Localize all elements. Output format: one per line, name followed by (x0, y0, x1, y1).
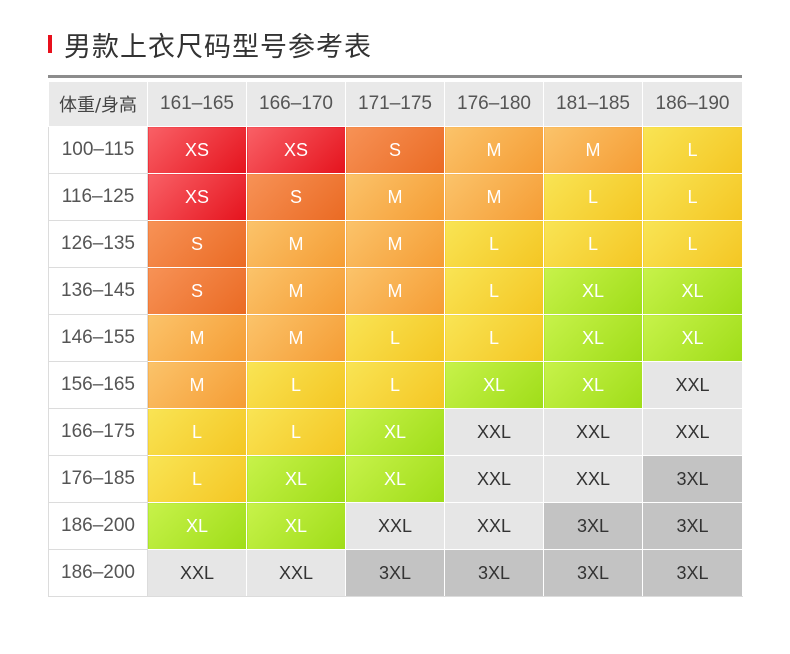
table-row: 126–135 S M M L L L (48, 220, 743, 268)
size-cell: XXL (444, 502, 544, 550)
weight-row-label: 186–200 (48, 502, 148, 550)
weight-row-label: 116–125 (48, 173, 148, 221)
height-column-header: 166–170 (246, 81, 346, 127)
table-row: 156–165 M L L XL XL XXL (48, 361, 743, 409)
size-cell: L (444, 220, 544, 268)
height-column-header: 181–185 (543, 81, 643, 127)
size-cell: 3XL (642, 502, 743, 550)
size-cell: M (246, 220, 346, 268)
weight-row-label: 100–115 (48, 126, 148, 174)
title-block: 男款上衣尺码型号参考表 (48, 24, 372, 64)
size-cell: S (147, 220, 247, 268)
size-cell: L (444, 267, 544, 315)
size-cell: 3XL (543, 502, 643, 550)
size-cell: 3XL (543, 549, 643, 597)
size-cell: S (147, 267, 247, 315)
table-row: 136–145 S M M L XL XL (48, 267, 743, 315)
weight-row-label: 146–155 (48, 314, 148, 362)
size-cell: L (543, 173, 643, 221)
size-cell: XL (543, 267, 643, 315)
size-cell: XXL (444, 455, 544, 503)
table-row: 176–185 L XL XL XXL XXL 3XL (48, 455, 743, 503)
size-chart-table: 体重/身高 161–165 166–170 171–175 176–180 181–185… (48, 81, 743, 597)
height-column-header: 171–175 (345, 81, 445, 127)
table-row: 186–200 XL XL XXL XXL 3XL 3XL (48, 502, 743, 550)
size-cell: M (345, 173, 445, 221)
size-cell: L (642, 126, 743, 174)
size-cell: M (147, 361, 247, 409)
table-row: 100–115 XS XS S M M L (48, 126, 743, 174)
size-cell: XXL (147, 549, 247, 597)
height-column-header: 161–165 (147, 81, 247, 127)
size-cell: 3XL (444, 549, 544, 597)
size-cell: XL (543, 314, 643, 362)
size-cell: XS (147, 126, 247, 174)
size-cell: M (345, 267, 445, 315)
weight-row-label: 166–175 (48, 408, 148, 456)
size-cell: L (444, 314, 544, 362)
size-cell: XS (246, 126, 346, 174)
size-cell: XXL (246, 549, 346, 597)
size-cell: 3XL (345, 549, 445, 597)
table-row: 186–200 XXL XXL 3XL 3XL 3XL 3XL (48, 549, 743, 597)
size-cell: L (246, 361, 346, 409)
size-cell: L (642, 173, 743, 221)
size-cell: S (345, 126, 445, 174)
size-cell: XXL (543, 408, 643, 456)
corner-label: 体重/身高 (48, 81, 148, 127)
size-cell: XXL (345, 502, 445, 550)
header-divider (48, 75, 742, 78)
weight-row-label: 186–200 (48, 549, 148, 597)
size-cell: XL (642, 267, 743, 315)
table-row: 146–155 M M L L XL XL (48, 314, 743, 362)
table-row: 116–125 XS S M M L L (48, 173, 743, 221)
size-cell: L (345, 314, 445, 362)
size-cell: XL (246, 502, 346, 550)
size-cell: XL (246, 455, 346, 503)
size-cell: XL (642, 314, 743, 362)
size-cell: L (642, 220, 743, 268)
weight-row-label: 126–135 (48, 220, 148, 268)
size-cell: L (246, 408, 346, 456)
header-row: 体重/身高 161–165 166–170 171–175 176–180 181–185… (48, 81, 743, 127)
height-column-header: 186–190 (642, 81, 743, 127)
size-cell: L (147, 455, 247, 503)
weight-row-label: 176–185 (48, 455, 148, 503)
size-cell: XXL (642, 361, 743, 409)
size-cell: M (345, 220, 445, 268)
size-cell: XS (147, 173, 247, 221)
size-cell: XL (543, 361, 643, 409)
title-accent-bar (48, 35, 52, 53)
table-row: 166–175 L L XL XXL XXL XXL (48, 408, 743, 456)
size-cell: XL (444, 361, 544, 409)
page-title: 男款上衣尺码型号参考表 (64, 31, 372, 63)
size-cell: M (444, 126, 544, 174)
size-cell: XL (345, 408, 445, 456)
size-cell: 3XL (642, 549, 743, 597)
size-cell: XXL (642, 408, 743, 456)
size-cell: L (147, 408, 247, 456)
weight-row-label: 136–145 (48, 267, 148, 315)
size-cell: M (246, 267, 346, 315)
size-cell: L (345, 361, 445, 409)
size-cell: XXL (444, 408, 544, 456)
size-cell: S (246, 173, 346, 221)
size-cell: XXL (543, 455, 643, 503)
size-cell: L (543, 220, 643, 268)
size-cell: M (147, 314, 247, 362)
size-cell: M (444, 173, 544, 221)
size-cell: M (543, 126, 643, 174)
size-cell: M (246, 314, 346, 362)
size-cell: XL (147, 502, 247, 550)
weight-row-label: 156–165 (48, 361, 148, 409)
height-column-header: 176–180 (444, 81, 544, 127)
size-cell: 3XL (642, 455, 743, 503)
size-cell: XL (345, 455, 445, 503)
